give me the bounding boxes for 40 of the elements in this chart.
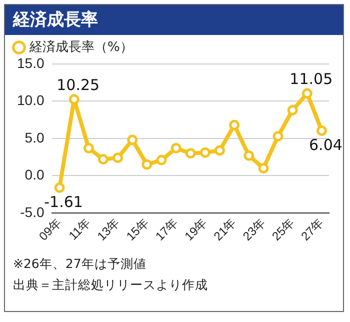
data-label: 11.05 (290, 70, 333, 88)
x-tick-label: 17年 (152, 216, 181, 244)
x-tick-label: 13年 (94, 216, 122, 244)
point (302, 88, 312, 99)
x-tick-label: 15年 (124, 216, 152, 244)
y-tick-label: 0.0 (24, 166, 44, 183)
data-label: 6.04 (309, 136, 342, 154)
point (112, 152, 124, 164)
point (214, 145, 226, 156)
x-tick-label: 19年 (182, 216, 210, 244)
point (287, 104, 298, 116)
data-label: 10.25 (56, 76, 100, 94)
point (272, 130, 284, 142)
point (54, 182, 65, 193)
x-tick-label: 23年 (240, 216, 268, 244)
text: ※26年、27年は予測値 (13, 255, 148, 273)
y-tick-label: 10.0 (17, 92, 44, 108)
y-tick-label: 5.0 (24, 129, 44, 146)
source-note: 出典＝主計総処リリースより作成 (13, 276, 208, 294)
x-tick-label: 25年 (269, 216, 298, 244)
point (316, 125, 327, 136)
legend-label: 経済成長率（%） (28, 38, 133, 55)
x-tick-label: 27年 (298, 216, 326, 244)
point (156, 154, 167, 166)
x-tick-label: 21年 (210, 216, 239, 244)
data-label: -1.61 (44, 193, 83, 212)
x-tick-label: 11年 (66, 216, 94, 243)
chart-title: 経済成長率 (5, 5, 343, 35)
point (68, 94, 80, 105)
point (98, 154, 108, 165)
point (229, 120, 240, 130)
point (142, 159, 152, 170)
point (244, 150, 254, 161)
point (170, 142, 182, 154)
point (200, 147, 210, 158)
point (127, 134, 138, 146)
point (83, 142, 94, 154)
point (185, 148, 196, 159)
y-tick-label: 15.0 (17, 54, 44, 71)
point (258, 162, 269, 174)
